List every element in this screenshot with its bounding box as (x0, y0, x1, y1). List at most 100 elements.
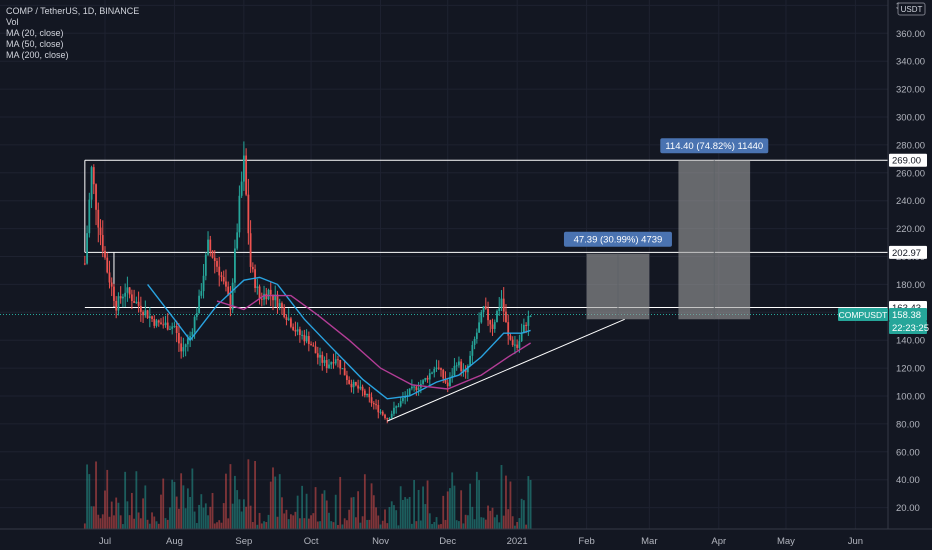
candle (269, 281, 272, 307)
candle-body (287, 318, 290, 320)
volume-bar (231, 503, 234, 529)
candle-body (480, 312, 483, 323)
candle (303, 329, 306, 346)
candle-body (124, 292, 127, 297)
volume-bar (157, 523, 160, 529)
candle-body (440, 368, 442, 370)
volume-bar (341, 524, 344, 529)
candle (346, 370, 348, 385)
time-axis[interactable]: Jul Aug Sep Oct Nov Dec 2021 Feb Mar Apr May Jun (0, 528, 932, 550)
candle-body (294, 330, 297, 332)
time-tick-label: May (777, 536, 795, 547)
candle (122, 293, 124, 308)
candle-body (274, 294, 277, 301)
candle (493, 319, 496, 333)
candle (236, 223, 239, 251)
volume-bar (312, 513, 315, 529)
legend-ma20[interactable]: MA (20, close) (6, 28, 64, 38)
volume-bar (393, 505, 395, 529)
legend-symbol[interactable]: COMP / TetherUS, 1D, BINANCE (6, 6, 140, 16)
candle-body (312, 345, 315, 347)
candle (502, 287, 505, 322)
candle-body (238, 195, 241, 233)
volume-bar (294, 511, 297, 529)
volume-bar (489, 510, 492, 529)
candle (220, 271, 223, 282)
candle (97, 202, 100, 243)
volume-bar (529, 479, 532, 529)
horizontal-levels[interactable] (0, 159, 888, 316)
candle (148, 307, 151, 328)
candle (321, 351, 324, 371)
price-tick-label: 340.00 (896, 57, 925, 68)
candle (399, 396, 402, 408)
candle-body (314, 346, 317, 354)
current-price-badge-bg (889, 308, 927, 322)
candle (207, 231, 209, 256)
candle (357, 379, 360, 393)
candle (458, 356, 460, 368)
candle (117, 292, 120, 316)
candle (175, 320, 178, 343)
volume-bar (249, 505, 252, 529)
volume-bar (384, 509, 386, 529)
current-price-badge: 158.38 (892, 310, 921, 321)
legend-volume[interactable]: Vol (6, 17, 19, 27)
volume-bar (236, 490, 239, 529)
legend-ma50[interactable]: MA (50, close) (6, 39, 64, 49)
volume-bar (135, 471, 138, 529)
volume-bar (339, 476, 342, 529)
price-tick-label: 120.00 (896, 364, 925, 375)
volume-bar (487, 505, 489, 529)
candle-body (509, 335, 512, 340)
volume-bar (361, 516, 364, 529)
volume-bar (122, 524, 124, 529)
candle (153, 315, 156, 329)
candle (310, 341, 312, 346)
candle-body (222, 276, 225, 282)
candle-body (363, 390, 366, 396)
candle-body (272, 294, 274, 301)
legend-ma200[interactable]: MA (200, close) (6, 50, 69, 60)
candle-body (240, 181, 243, 196)
candle (482, 305, 485, 318)
time-tick-label: Jun (848, 536, 863, 547)
candle-body (242, 155, 245, 182)
candle-body (227, 286, 230, 295)
volume-bar (377, 515, 380, 529)
candle (307, 331, 310, 352)
candle (440, 367, 442, 377)
candle-body (325, 360, 328, 369)
volume-bar (325, 500, 328, 529)
candle (319, 347, 321, 366)
candle (151, 315, 153, 323)
candle (348, 376, 351, 385)
volume-bar (527, 476, 530, 529)
time-tick-label: Nov (372, 536, 389, 547)
candle-body (265, 293, 268, 300)
candle (402, 392, 404, 404)
price-tick-label: 180.00 (896, 280, 925, 291)
candle-body (453, 365, 456, 376)
volume-bar (368, 519, 371, 529)
volume-bar (498, 522, 501, 529)
candle (435, 359, 438, 372)
candle-body (175, 325, 178, 333)
candle (198, 289, 200, 314)
price-axis[interactable]: 20.0040.0060.0080.00100.00120.00140.0016… (887, 0, 932, 550)
candle (101, 220, 104, 258)
measurement-boxes[interactable]: 47.39 (30.99%) 4739 114.40 (74.82%) 11440 (563, 138, 769, 320)
candle (128, 287, 131, 299)
candle-body (97, 209, 100, 228)
candle-body (518, 341, 521, 348)
price-tick-label: 300.00 (896, 113, 925, 124)
trendline[interactable] (387, 318, 625, 422)
candle-body (377, 405, 380, 413)
candle (343, 359, 346, 376)
candle-body (193, 316, 196, 332)
candle (133, 289, 136, 304)
volume-bar (415, 521, 418, 529)
volume-bar (148, 523, 151, 529)
volume-bar (202, 507, 205, 529)
